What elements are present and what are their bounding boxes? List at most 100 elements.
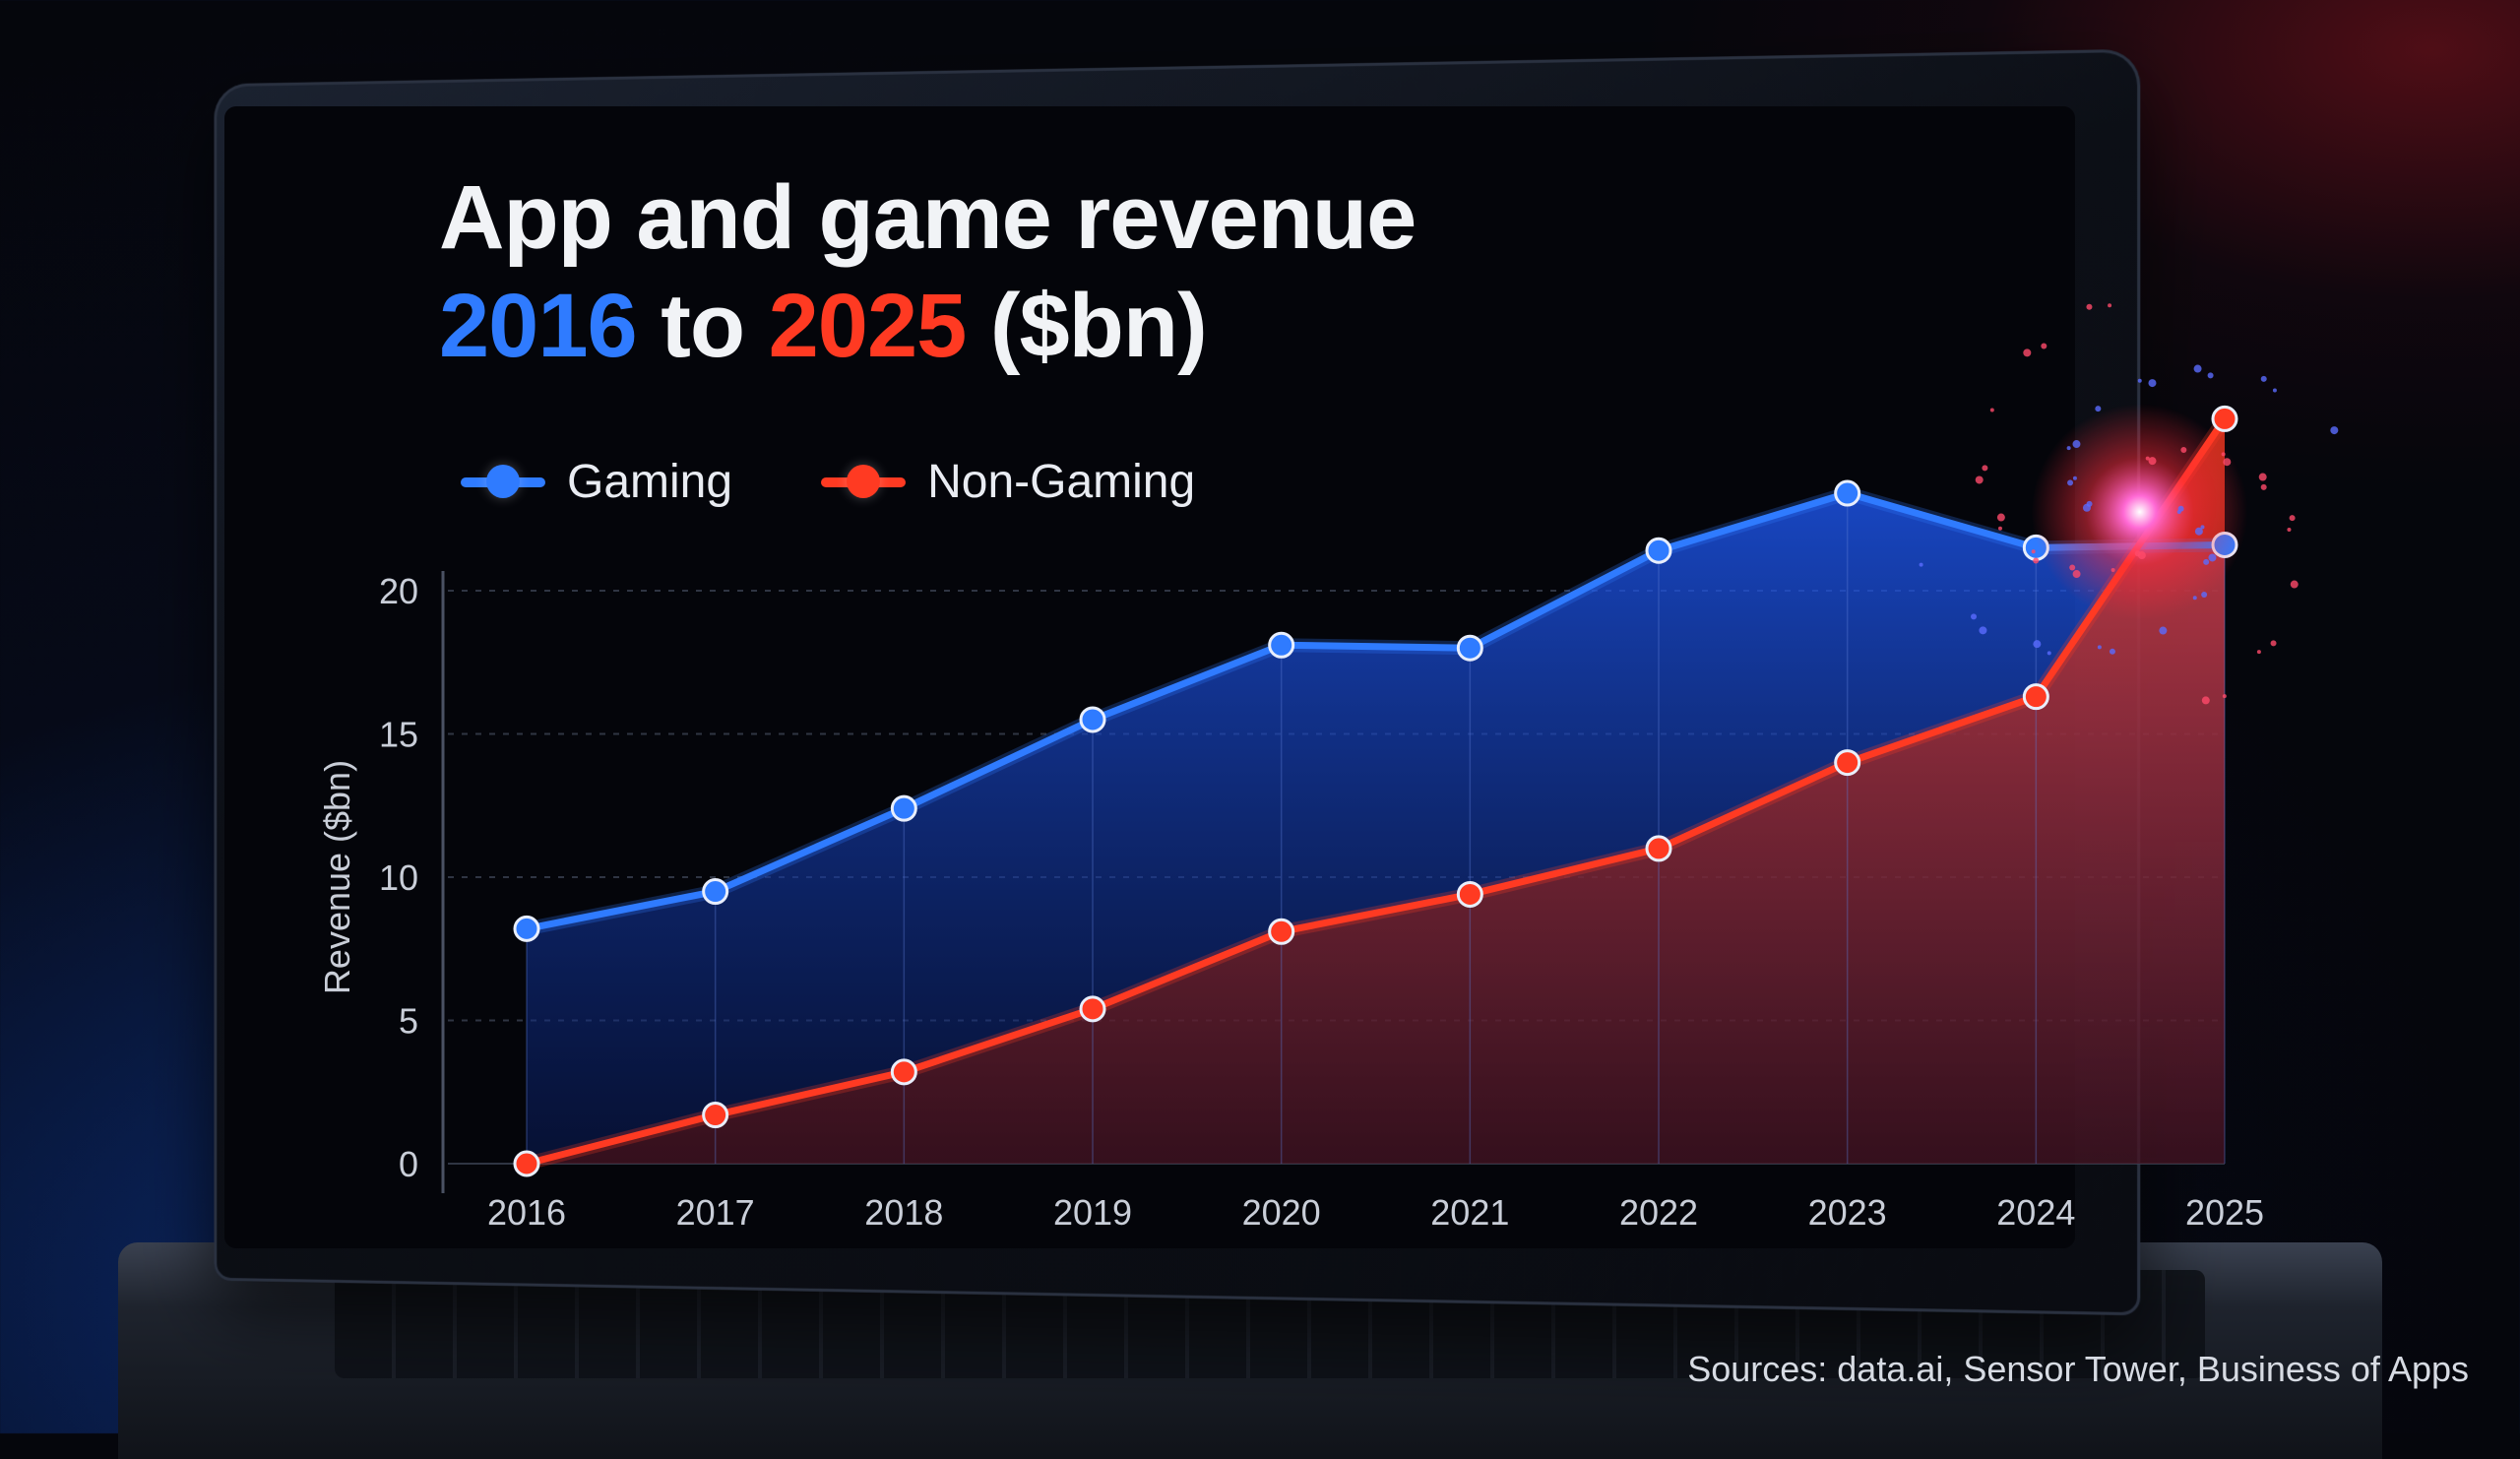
burst-particle [2067, 446, 2071, 450]
burst-particle [2223, 458, 2231, 466]
burst-particle [1979, 626, 1986, 634]
burst-particle [2069, 565, 2075, 571]
legend-swatch-non-gaming [821, 477, 906, 487]
burst-particle [2110, 649, 2115, 655]
legend-item-gaming: Gaming [461, 455, 732, 509]
burst-particle [2290, 515, 2296, 521]
burst-particle [2067, 479, 2073, 485]
legend-label-gaming: Gaming [567, 455, 732, 509]
point-non-gaming-2021 [1458, 882, 1481, 906]
title-year-start: 2016 [439, 276, 637, 376]
x-tick-label: 2016 [487, 1192, 566, 1233]
point-gaming-2018 [892, 796, 915, 820]
burst-particle [2159, 627, 2167, 635]
point-gaming-2022 [1647, 539, 1670, 562]
y-tick-label: 5 [399, 1001, 418, 1042]
x-tick-label: 2023 [1808, 1192, 1887, 1233]
burst-particle [2023, 349, 2031, 356]
burst-particle [2208, 372, 2214, 378]
burst-particle [2202, 696, 2210, 704]
burst-particle [2072, 440, 2080, 448]
burst-particle [2032, 549, 2036, 553]
point-gaming-2019 [1081, 708, 1104, 731]
x-tick-label: 2025 [2185, 1192, 2264, 1233]
burst-particle [2330, 426, 2338, 434]
legend-swatch-gaming [461, 477, 545, 487]
x-tick-label: 2019 [1053, 1192, 1132, 1233]
burst-particle [2138, 551, 2146, 559]
x-tick-label: 2022 [1619, 1192, 1698, 1233]
y-tick-label: 10 [379, 857, 418, 898]
burst-particle [2194, 365, 2202, 373]
burst-particle [2208, 553, 2216, 561]
burst-particle [1982, 465, 1987, 471]
burst-particle [2287, 528, 2291, 532]
chart-title: App and game revenue 2016 to 2025 ($bn) [439, 163, 1416, 381]
point-gaming-2016 [515, 917, 538, 940]
burst-particle [2086, 304, 2092, 310]
point-non-gaming-2020 [1270, 920, 1293, 943]
y-tick-label: 0 [399, 1144, 418, 1184]
burst-particle [2273, 389, 2277, 393]
x-tick-label: 2024 [1996, 1192, 2075, 1233]
point-non-gaming-2024 [2024, 685, 2048, 709]
burst-particle [2073, 476, 2077, 480]
burst-particle [1971, 613, 1977, 619]
sources-note: Sources: data.ai, Sensor Tower, Business… [1687, 1349, 2469, 1390]
chart-legend: Gaming Non-Gaming [461, 455, 1195, 509]
burst-particle [2095, 406, 2101, 412]
burst-particle [2048, 651, 2051, 655]
title-to: to [661, 276, 744, 376]
point-gaming-2020 [1270, 633, 1293, 657]
burst-particle [2203, 559, 2209, 565]
point-non-gaming-2017 [704, 1104, 727, 1127]
title-line-1: App and game revenue [439, 163, 1416, 272]
x-tick-label: 2017 [676, 1192, 755, 1233]
burst-particle [2149, 457, 2157, 465]
point-gaming-2021 [1458, 636, 1481, 660]
point-gaming-2017 [704, 880, 727, 904]
point-non-gaming-2023 [1836, 751, 1859, 775]
title-unit: ($bn) [990, 276, 1207, 376]
y-tick-label: 20 [379, 571, 418, 611]
point-gaming-2023 [1836, 481, 1859, 505]
burst-particle [2261, 376, 2267, 382]
title-line-2: 2016 to 2025 ($bn) [439, 272, 1416, 380]
burst-particle [2146, 457, 2150, 461]
burst-particle [2108, 303, 2111, 307]
burst-particle [1990, 408, 1994, 412]
burst-particle [1920, 563, 1923, 567]
burst-particle [2033, 557, 2039, 563]
burst-particle [1998, 527, 2002, 531]
burst-particle [2178, 506, 2184, 512]
burst-particle [2201, 525, 2205, 529]
burst-particle [2083, 504, 2091, 512]
x-tick-label: 2020 [1242, 1192, 1321, 1233]
burst-particle [2201, 592, 2207, 598]
burst-particle [2148, 379, 2156, 387]
burst-particle [2291, 581, 2299, 589]
burst-particle [2257, 650, 2261, 654]
burst-particle [2259, 474, 2267, 481]
y-axis-label: Revenue ($bn) [317, 760, 357, 994]
point-non-gaming-2025 [2213, 407, 2236, 430]
burst-particle [2180, 447, 2186, 453]
burst-particle [2138, 379, 2142, 383]
burst-particle [2222, 452, 2226, 456]
burst-particle [2041, 344, 2047, 349]
title-year-end: 2025 [769, 276, 967, 376]
burst-particle [2271, 640, 2277, 646]
point-non-gaming-2022 [1647, 837, 1670, 860]
burst-particle [2261, 484, 2267, 490]
x-tick-label: 2021 [1430, 1192, 1509, 1233]
y-tick-label: 15 [379, 715, 418, 755]
burst-particle [2111, 568, 2115, 572]
crossover-burst [2032, 404, 2248, 620]
point-non-gaming-2016 [515, 1152, 538, 1175]
burst-particle [2193, 596, 2197, 600]
point-non-gaming-2018 [892, 1060, 915, 1084]
burst-particle [2223, 694, 2227, 698]
burst-particle [2098, 645, 2102, 649]
legend-label-non-gaming: Non-Gaming [927, 455, 1195, 509]
legend-item-non-gaming: Non-Gaming [821, 455, 1195, 509]
